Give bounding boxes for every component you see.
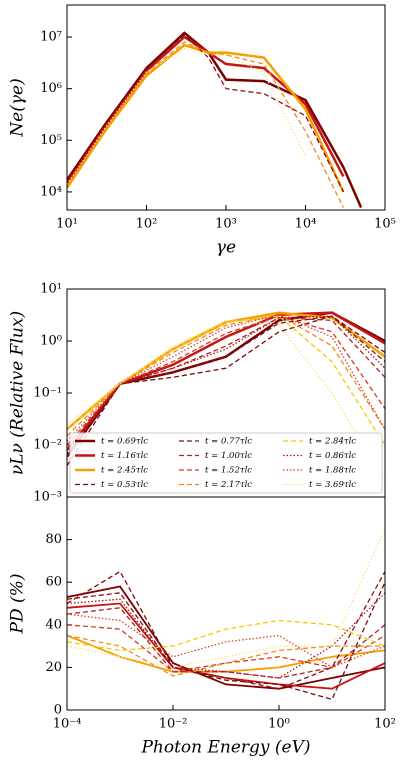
series-line: [67, 315, 385, 446]
legend-box: [69, 432, 383, 494]
series-line: [67, 47, 307, 185]
series-line: [67, 528, 385, 669]
series-line: [67, 314, 385, 437]
series-line: [67, 607, 385, 679]
x-axis-label: γe: [216, 238, 236, 258]
y-tick-label: 10⁷: [40, 30, 62, 45]
series-line: [67, 602, 385, 690]
y-axis-label: νLν (Relative Flux): [8, 311, 28, 475]
y-tick-label: 20: [45, 660, 62, 675]
y-tick-label: 40: [45, 617, 62, 632]
x-tick-label: 10⁻²: [159, 717, 188, 732]
y-tick-label: 0: [54, 703, 62, 718]
x-tick-label: 10⁵: [374, 217, 396, 232]
x-tick-label: 10⁻⁴: [53, 717, 82, 732]
y-tick-label: 10¹: [40, 282, 62, 297]
legend-label: t = 3.69τlc: [309, 480, 356, 490]
legend-label: t = 1.00τlc: [205, 451, 252, 461]
series-line: [67, 41, 344, 208]
series-line: [67, 634, 385, 677]
x-tick-label: 10²: [136, 217, 158, 232]
y-tick-label: 10⁶: [40, 81, 62, 96]
y-tick-label: 10⁵: [40, 133, 62, 148]
x-tick-label: 10⁴: [295, 217, 317, 232]
series-line: [67, 592, 385, 679]
legend-label: t = 1.52τlc: [205, 466, 252, 476]
legend-label: t = 2.45τlc: [101, 466, 148, 476]
series-line: [67, 311, 385, 431]
legend-label: t = 1.16τlc: [101, 451, 148, 461]
y-tick-label: 60: [45, 575, 62, 590]
x-tick-label: 10³: [215, 217, 237, 232]
series-line: [67, 585, 385, 690]
y-tick-label: 80: [45, 532, 62, 547]
axes-frame: [66, 4, 386, 211]
legend-label: t = 0.53τlc: [101, 480, 148, 490]
series-line: [67, 311, 385, 451]
series-line: [67, 570, 385, 701]
x-tick-label: 10²: [374, 717, 396, 732]
y-tick-label: 10⁴: [40, 184, 62, 199]
series-line: [67, 31, 363, 209]
legend-label: t = 0.77τlc: [205, 437, 252, 447]
series-line: [67, 43, 345, 193]
series-line: [67, 619, 385, 652]
legend-label: t = 1.88τlc: [309, 466, 356, 476]
y-tick-label: 10⁻¹: [33, 386, 62, 401]
legend-label: t = 0.86τlc: [309, 451, 356, 461]
series-line: [67, 34, 344, 193]
series-line: [67, 314, 385, 442]
plot-area: [67, 31, 363, 209]
plot-area: [67, 528, 385, 701]
y-tick-label: 10⁰: [40, 334, 62, 349]
x-tick-label: 10¹: [56, 217, 78, 232]
y-tick-label: 10⁻²: [33, 438, 62, 453]
series-line: [67, 315, 385, 446]
plot-area: [67, 311, 385, 482]
y-axis-label: Ne(γe): [8, 78, 28, 137]
series-line: [67, 319, 385, 482]
axes-frame: [66, 496, 386, 711]
series-line: [67, 613, 385, 669]
legend-label: t = 0.69τlc: [101, 437, 148, 447]
y-tick-label: 10⁻³: [33, 490, 62, 505]
x-tick-label: 10⁰: [268, 717, 290, 732]
legend-label: t = 2.84τlc: [309, 437, 356, 447]
x-axis-label: Photon Energy (eV): [140, 738, 310, 758]
series-line: [67, 624, 385, 673]
y-axis-label: PD (%): [8, 574, 28, 635]
series-line: [67, 35, 345, 184]
legend-label: t = 2.17τlc: [205, 480, 252, 490]
